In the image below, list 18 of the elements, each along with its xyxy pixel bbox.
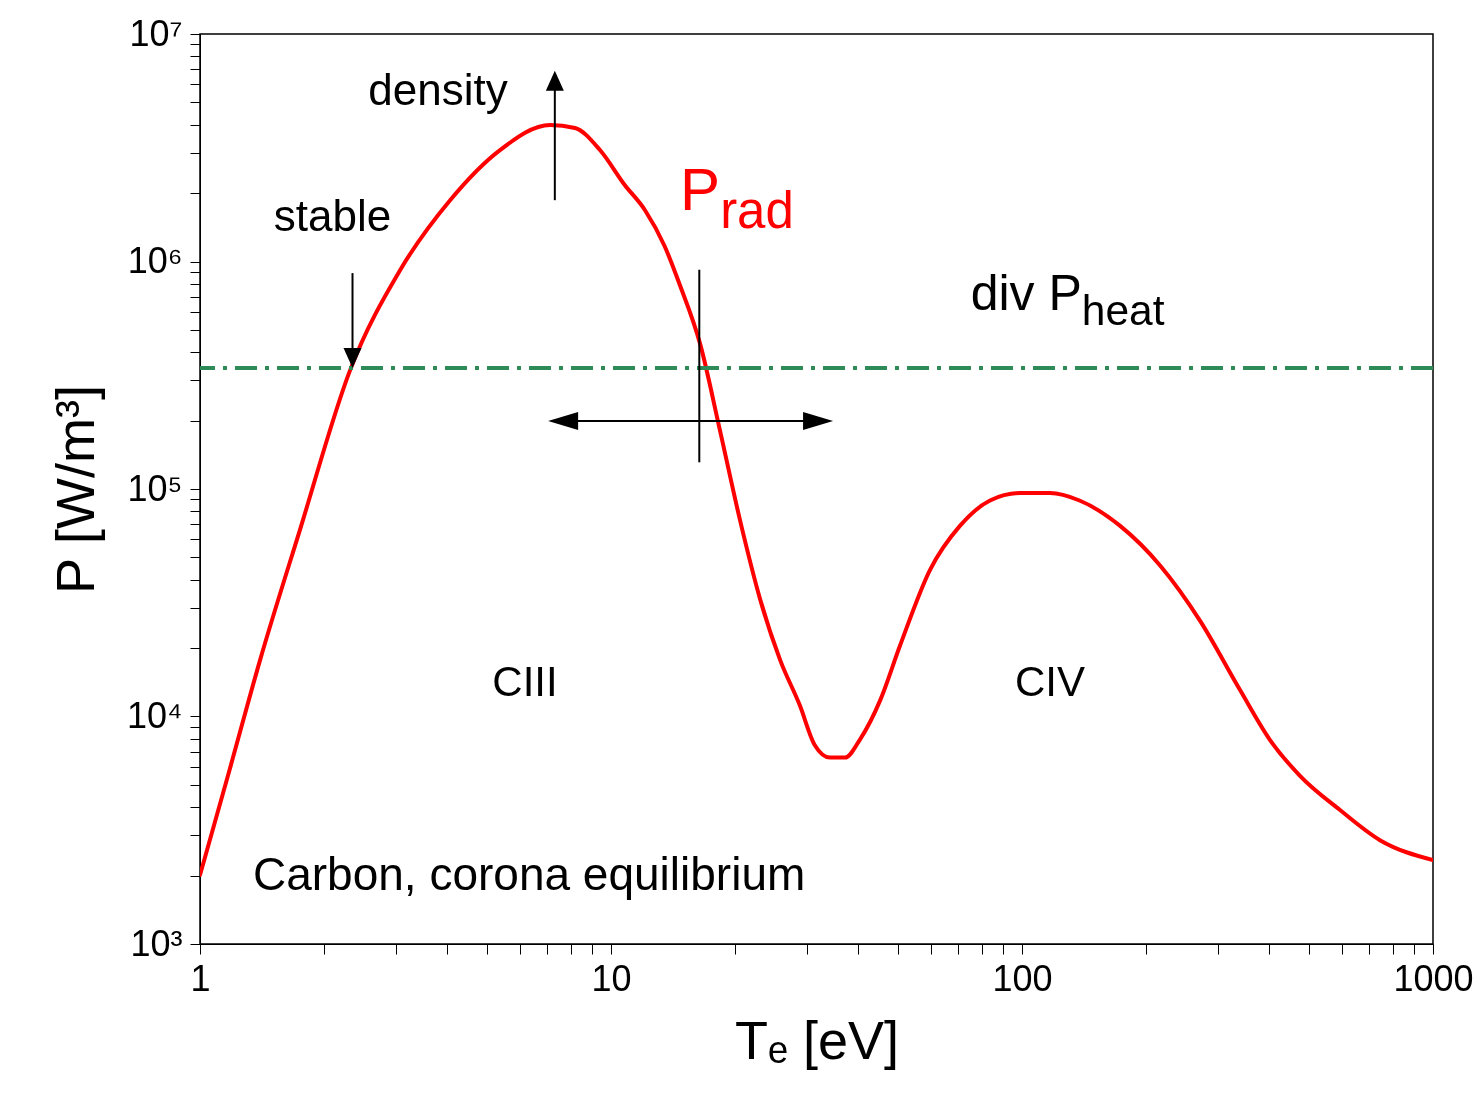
y-tick-label: 10³ bbox=[130, 922, 183, 964]
annotation: CIII bbox=[492, 658, 558, 705]
ref-line-label: div P$_{heat}$ bbox=[970, 265, 1165, 334]
x-tick-label: 1000 bbox=[1393, 957, 1474, 999]
y-tick-label: 10⁵ bbox=[127, 467, 183, 509]
annotation: stable bbox=[273, 191, 392, 241]
y-tick-label: 10⁶ bbox=[127, 240, 183, 281]
x-tick-label: 10 bbox=[591, 957, 632, 999]
y-axis-title: P [W/m³] bbox=[44, 385, 105, 594]
y-tick-label: 10⁷ bbox=[129, 12, 183, 54]
x-tick-label: 1 bbox=[190, 957, 211, 999]
y-tick-label: 10⁴ bbox=[126, 695, 183, 736]
annotation: Carbon, corona equilibrium bbox=[253, 848, 806, 900]
x-axis-title: Tₑ [eV] bbox=[734, 1009, 900, 1070]
x-tick-label: 100 bbox=[992, 957, 1053, 999]
series-label: P$_{rad}$ bbox=[680, 156, 794, 239]
annotation: density bbox=[368, 65, 508, 114]
annotation: CIV bbox=[1014, 658, 1086, 705]
